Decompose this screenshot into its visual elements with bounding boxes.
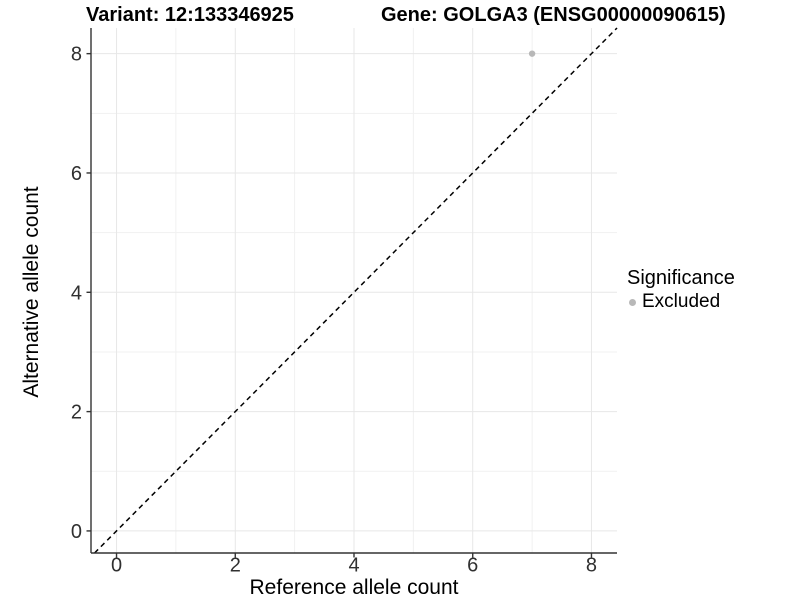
y-tick-label: 6 bbox=[71, 163, 82, 185]
y-tick-label: 2 bbox=[71, 402, 82, 424]
legend-point-icon bbox=[629, 298, 636, 306]
legend: Significance Excluded bbox=[627, 266, 799, 313]
plot-title-variant: Variant: 12:133346925 bbox=[86, 4, 294, 26]
x-axis-title: Reference allele count bbox=[249, 576, 459, 599]
y-tick-label: 8 bbox=[71, 44, 82, 66]
x-tick-label: 8 bbox=[586, 555, 597, 577]
data-point bbox=[528, 50, 536, 57]
x-tick-label: 4 bbox=[348, 555, 359, 577]
legend-item-excluded: Excluded bbox=[627, 291, 799, 313]
legend-item-label: Excluded bbox=[642, 291, 721, 312]
plot-title-gene: Gene: GOLGA3 (ENSG00000090615) bbox=[381, 4, 726, 26]
x-tick-label: 0 bbox=[111, 555, 122, 577]
y-tick-label: 0 bbox=[71, 521, 82, 543]
y-axis-title: Alternative allele count bbox=[20, 186, 43, 398]
identity-dashed-line bbox=[94, 27, 618, 554]
y-tick-label: 4 bbox=[71, 282, 82, 304]
x-tick-label: 2 bbox=[230, 555, 241, 577]
x-tick-label: 6 bbox=[467, 555, 478, 577]
legend-title: Significance bbox=[627, 267, 735, 289]
